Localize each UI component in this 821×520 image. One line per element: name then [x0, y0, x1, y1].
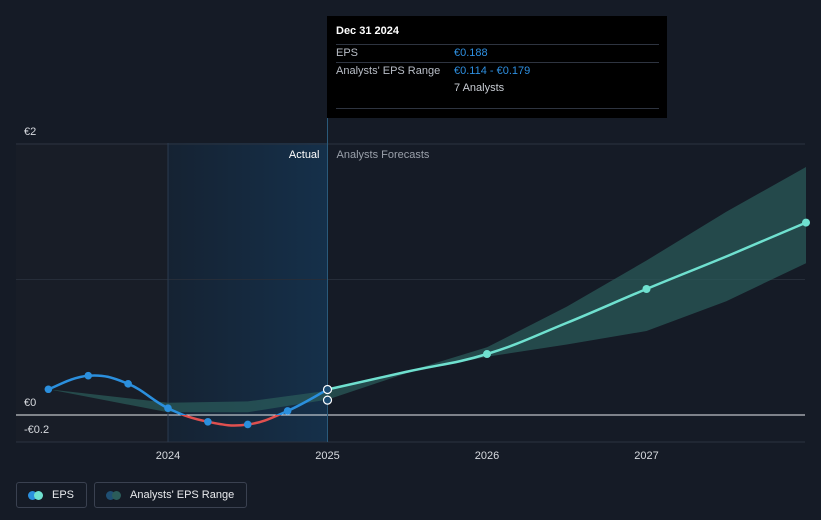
tooltip-analysts-key: [336, 80, 454, 97]
tooltip-range-value: €0.114 - €0.179: [454, 65, 531, 77]
tooltip-row-range: Analysts' EPS Range €0.114 - €0.179: [336, 62, 659, 80]
tooltip-divider: [336, 108, 659, 109]
legend-eps-label: EPS: [52, 489, 75, 501]
x-tick-label: 2024: [156, 450, 180, 462]
forecast-section-label: Analysts Forecasts: [337, 149, 430, 161]
eps-actual-point: [322, 384, 333, 395]
eps-forecast-point: [802, 218, 810, 227]
tooltip-eps-value: €0.188: [454, 47, 488, 59]
tooltip-date: Dec 31 2024: [336, 25, 399, 37]
y-tick-label: €2: [24, 126, 36, 138]
eps-actual-line: [47, 374, 329, 415]
x-tick-label: 2026: [475, 450, 499, 462]
tooltip-eps-key: EPS: [336, 47, 359, 59]
eps-actual-point: [322, 395, 333, 405]
x-tick-label: 2027: [634, 450, 658, 462]
y-tick-label: €0: [24, 397, 36, 409]
actual-highlight-region: [168, 143, 328, 442]
eps-forecast-point: [642, 284, 651, 293]
analysts-eps-range-band: [48, 167, 806, 413]
eps-tooltip: Dec 31 2024 EPS €0.188 Analysts' EPS Ran…: [327, 16, 667, 118]
eps-legend-icon: [28, 490, 44, 500]
chart-legend: EPS Analysts' EPS Range: [16, 482, 248, 508]
actual-section-label: Actual: [289, 149, 320, 161]
legend-range-label: Analysts' EPS Range: [130, 489, 235, 501]
eps-actual-point: [204, 417, 212, 426]
tooltip-row-analysts: 7 Analysts: [336, 80, 659, 97]
eps-forecast-line: [327, 221, 807, 391]
eps-actual-negative-line: [180, 415, 282, 427]
tooltip-range-key: Analysts' EPS Range: [336, 65, 441, 77]
y-tick-label: -€0.2: [24, 424, 49, 436]
eps-actual-point: [44, 385, 53, 394]
eps-actual-point: [283, 407, 292, 415]
eps-actual-point: [243, 420, 252, 429]
x-tick-label: 2025: [315, 450, 339, 462]
eps-forecast-point: [483, 350, 491, 359]
eps-actual-point: [164, 404, 172, 413]
eps-actual-point: [84, 371, 93, 380]
legend-analysts-range[interactable]: Analysts' EPS Range: [94, 482, 248, 508]
eps-actual-point: [124, 380, 132, 388]
range-legend-icon: [106, 490, 122, 500]
tooltip-row-eps: EPS €0.188: [336, 44, 659, 62]
tooltip-analysts-value: 7 Analysts: [454, 82, 505, 94]
legend-eps[interactable]: EPS: [16, 482, 88, 508]
